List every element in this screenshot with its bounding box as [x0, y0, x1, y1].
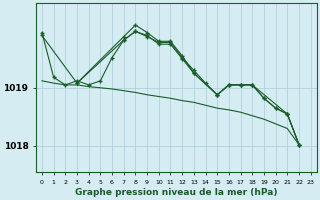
X-axis label: Graphe pression niveau de la mer (hPa): Graphe pression niveau de la mer (hPa): [75, 188, 277, 197]
